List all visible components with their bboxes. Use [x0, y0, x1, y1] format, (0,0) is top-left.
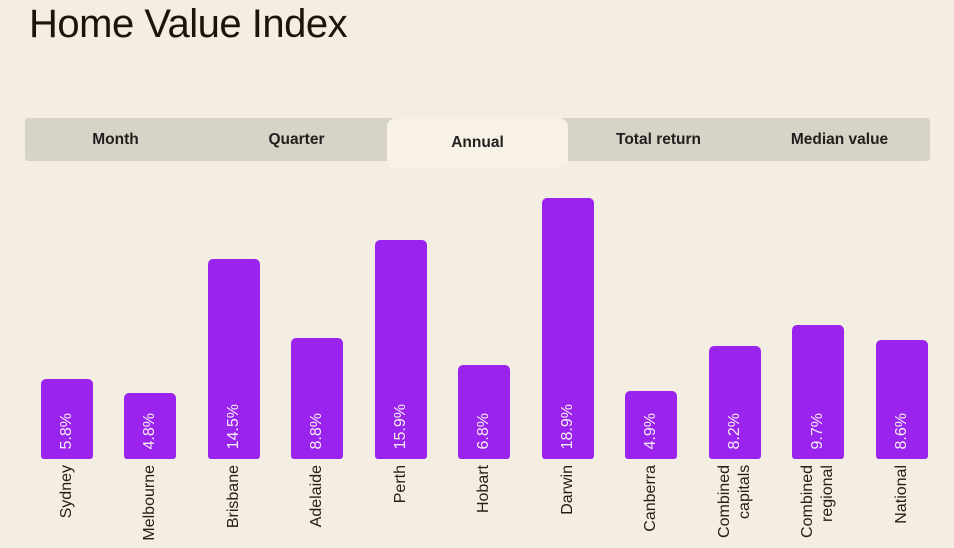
axis-label-canberra: Canberra: [642, 465, 659, 532]
axis-label-darwin: Darwin: [558, 465, 576, 515]
bar-value-label-perth: 15.9%: [391, 403, 409, 449]
axis-label-adelaide: Adelaide: [308, 465, 325, 528]
bar-darwin: [541, 198, 594, 459]
bar-value-label-hobart: 6.8%: [475, 412, 492, 449]
tab-total-return[interactable]: Total return: [568, 118, 749, 161]
axis-label-melbourne: Melbourne: [141, 465, 158, 541]
axis-label-sydney: Sydney: [57, 465, 75, 519]
axis-label-perth: Perth: [391, 465, 409, 504]
axis-label-combined-capitals: Combined capitals: [715, 465, 753, 538]
bar-value-label-sydney: 5.8%: [57, 412, 75, 449]
bar-perth: [374, 239, 427, 459]
bar-value-label-darwin: 18.9%: [558, 403, 576, 449]
bar-combined-regional: [792, 325, 844, 459]
bar-value-label-brisbane: 14.5%: [224, 403, 242, 449]
bar-sydney: [40, 379, 93, 459]
bar-value-label-melbourne: 4.8%: [141, 412, 158, 449]
bar-combined-capitals: [708, 345, 761, 459]
tab-annual[interactable]: Annual: [387, 118, 568, 167]
bar-canberra: [625, 391, 677, 459]
axis-label-combined-regional: Combined regional: [799, 465, 836, 538]
bar-value-label-combined-regional: 9.7%: [809, 412, 826, 449]
bar-brisbane: [207, 258, 260, 459]
bar-hobart: [458, 365, 510, 459]
axis-label-brisbane: Brisbane: [224, 465, 242, 529]
tab-month[interactable]: Month: [25, 118, 206, 161]
page-title: Home Value Index: [29, 2, 348, 46]
bar-value-label-national: 8.6%: [892, 412, 910, 449]
axis-label-national: National: [892, 465, 910, 524]
tab-median-value[interactable]: Median value: [749, 118, 930, 161]
axis-label-hobart: Hobart: [475, 465, 492, 514]
bar-value-label-combined-capitals: 8.2%: [725, 412, 743, 449]
bar-chart: 5.8% Sydney 4.8% Melbourne 14.5% Brisbane 8.8%…: [0, 165, 954, 548]
tab-bar: Month Quarter Annual Total return Median…: [25, 118, 930, 167]
bar-value-label-canberra: 4.9%: [642, 412, 659, 449]
bar-melbourne: [124, 392, 176, 459]
tab-quarter[interactable]: Quarter: [206, 118, 387, 161]
bar-national: [875, 340, 928, 459]
bar-value-label-adelaide: 8.8%: [308, 412, 325, 449]
bar-adelaide: [291, 337, 343, 459]
